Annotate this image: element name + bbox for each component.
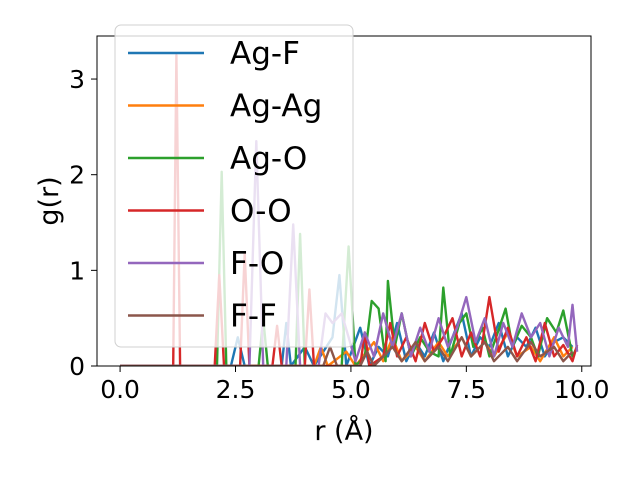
y-tick-label: 2 [69,161,85,190]
legend: Ag-F Ag-Ag Ag-O O-O F-O F-F [114,24,354,348]
series-line-ag-o [120,170,579,366]
y-tick-label: 0 [69,352,85,381]
legend-label: F-F [230,299,277,335]
x-axis-label: r (Å) [314,415,373,447]
legend-label: O-O [230,194,292,230]
legend-label: Ag-F [230,36,300,72]
legend-label: F-O [230,246,284,282]
legend-label: Ag-Ag [230,89,322,125]
x-axis-ticks: 0.0 2.5 5.0 7.5 10.0 [100,366,610,404]
y-axis-ticks: 0 1 2 3 [69,65,97,381]
x-tick-label: 10.0 [554,375,610,404]
y-tick-label: 3 [69,65,85,94]
x-tick-label: 7.5 [446,375,486,404]
x-tick-label: 0.0 [100,375,140,404]
series-line-f-f [120,336,574,366]
legend-label: Ag-O [230,141,307,177]
legend-items: Ag-F Ag-Ag Ag-O O-O F-O F-F [128,36,322,335]
y-tick-label: 1 [69,256,85,285]
y-axis-label: g(r) [34,176,65,225]
x-tick-label: 2.5 [216,375,256,404]
x-tick-label: 5.0 [331,375,371,404]
series-layer [120,53,579,366]
